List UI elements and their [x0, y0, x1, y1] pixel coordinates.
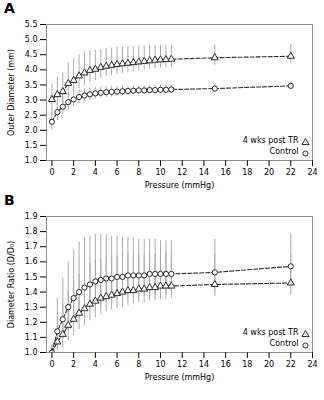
svg-text:10: 10	[155, 360, 165, 369]
svg-text:1.2: 1.2	[25, 318, 38, 327]
svg-text:8: 8	[136, 168, 141, 177]
svg-text:Pressure (mmHg): Pressure (mmHg)	[145, 181, 215, 190]
svg-text:6: 6	[115, 360, 120, 369]
svg-text:1.7: 1.7	[25, 242, 38, 251]
svg-text:8: 8	[136, 360, 141, 369]
svg-text:24: 24	[307, 168, 317, 177]
svg-text:Outer Diameter (mm): Outer Diameter (mm)	[7, 49, 16, 136]
svg-text:Pressure (mmHg): Pressure (mmHg)	[145, 373, 215, 382]
svg-text:1.0: 1.0	[25, 156, 38, 165]
svg-text:14: 14	[199, 168, 209, 177]
svg-text:14: 14	[199, 360, 209, 369]
svg-text:Diameter Ratio (D/D₀): Diameter Ratio (D/D₀)	[7, 241, 16, 328]
svg-text:2.5: 2.5	[25, 111, 38, 120]
html-text:B: B	[4, 192, 15, 208]
svg-text:3.5: 3.5	[25, 81, 38, 90]
svg-text:0: 0	[49, 360, 54, 369]
svg-text:1.8: 1.8	[25, 227, 38, 236]
svg-text:4: 4	[93, 360, 98, 369]
svg-text:12: 12	[177, 168, 187, 177]
svg-text:16: 16	[221, 360, 231, 369]
svg-text:22: 22	[286, 168, 296, 177]
svg-text:20: 20	[264, 168, 274, 177]
html-text:A: A	[4, 0, 15, 16]
svg-text:1.0: 1.0	[25, 348, 38, 357]
svg-text:4.0: 4.0	[25, 65, 38, 74]
svg-text:4.5: 4.5	[25, 50, 38, 59]
svg-text:Control: Control	[270, 147, 299, 156]
svg-text:22: 22	[286, 360, 296, 369]
svg-text:5.0: 5.0	[25, 35, 38, 44]
svg-text:1.1: 1.1	[25, 333, 38, 342]
svg-text:10: 10	[155, 168, 165, 177]
svg-text:2: 2	[71, 168, 76, 177]
svg-text:1.3: 1.3	[25, 303, 38, 312]
svg-text:12: 12	[177, 360, 187, 369]
svg-text:18: 18	[242, 360, 252, 369]
svg-text:4 wks post TR: 4 wks post TR	[243, 136, 299, 145]
svg-text:1.4: 1.4	[25, 288, 38, 297]
svg-text:24: 24	[307, 360, 317, 369]
svg-text:1.9: 1.9	[25, 212, 38, 221]
svg-text:4 wks post TR: 4 wks post TR	[243, 328, 299, 337]
svg-text:6: 6	[115, 168, 120, 177]
svg-text:1.5: 1.5	[25, 141, 38, 150]
svg-text:1.6: 1.6	[25, 257, 38, 266]
svg-text:18: 18	[242, 168, 252, 177]
svg-text:20: 20	[264, 360, 274, 369]
svg-text:2: 2	[71, 360, 76, 369]
svg-text:5.5: 5.5	[25, 20, 38, 29]
svg-text:2.0: 2.0	[25, 126, 38, 135]
svg-text:Control: Control	[270, 339, 299, 348]
svg-text:1.5: 1.5	[25, 273, 38, 282]
svg-text:16: 16	[221, 168, 231, 177]
svg-text:0: 0	[49, 168, 54, 177]
svg-text:3.0: 3.0	[25, 96, 38, 105]
svg-text:4: 4	[93, 168, 98, 177]
